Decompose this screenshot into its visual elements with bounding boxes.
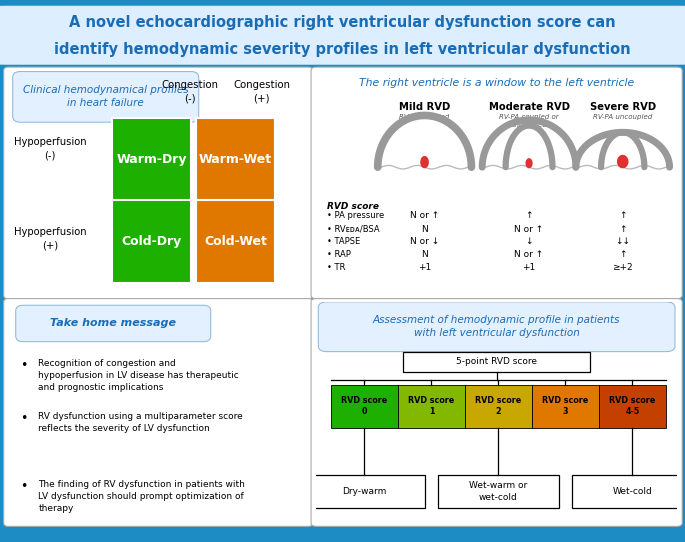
Text: Mild RVD: Mild RVD	[399, 102, 450, 112]
Text: Moderate RVD: Moderate RVD	[488, 102, 569, 112]
Text: • TR: • TR	[327, 263, 346, 273]
Text: Congestion: Congestion	[161, 80, 219, 90]
Polygon shape	[525, 158, 533, 169]
Text: +1: +1	[418, 263, 431, 273]
Text: (-): (-)	[184, 94, 195, 104]
Text: ↑: ↑	[619, 224, 627, 234]
Text: Cold-Wet: Cold-Wet	[204, 235, 267, 248]
Text: Congestion: Congestion	[234, 80, 290, 90]
Text: ↓↓: ↓↓	[615, 237, 630, 247]
FancyBboxPatch shape	[311, 299, 682, 526]
Polygon shape	[420, 156, 429, 169]
Text: N: N	[421, 250, 428, 260]
Bar	[438, 475, 559, 507]
Bar	[112, 200, 191, 283]
FancyBboxPatch shape	[311, 67, 682, 299]
Text: • TAPSE: • TAPSE	[327, 237, 360, 247]
Text: Wet-warm or
wet-cold: Wet-warm or wet-cold	[469, 481, 527, 501]
Text: RVD score
4-5: RVD score 4-5	[610, 396, 656, 416]
Text: A novel echocardiographic right ventricular dysfunction score can: A novel echocardiographic right ventricu…	[69, 15, 616, 30]
Text: N: N	[421, 224, 428, 234]
Text: RVD score
3: RVD score 3	[543, 396, 588, 416]
Bar	[196, 200, 275, 283]
Bar	[196, 118, 275, 201]
Text: (+): (+)	[253, 94, 270, 104]
Bar	[331, 385, 398, 428]
Text: RVD score
1: RVD score 1	[408, 396, 455, 416]
Text: Cold-Dry: Cold-Dry	[121, 235, 182, 248]
Bar	[398, 385, 465, 428]
Text: 5-point RVD score: 5-point RVD score	[456, 357, 537, 366]
Bar	[599, 385, 666, 428]
Text: N or ↑: N or ↑	[514, 224, 544, 234]
Text: • PA pressure: • PA pressure	[327, 211, 384, 220]
Text: Recognition of congestion and
hypoperfusion in LV disease has therapeutic
and pr: Recognition of congestion and hypoperfus…	[38, 359, 239, 392]
Text: •: •	[21, 412, 27, 425]
Text: +1: +1	[523, 263, 536, 273]
Text: RVD score
2: RVD score 2	[475, 396, 521, 416]
Text: Take home message: Take home message	[50, 318, 176, 328]
Text: • RAP: • RAP	[327, 250, 351, 260]
Text: The right ventricle is a window to the left ventricle: The right ventricle is a window to the l…	[359, 79, 634, 88]
Text: Dry-warm: Dry-warm	[342, 487, 386, 496]
Bar	[572, 475, 685, 507]
Text: RV dysfunction using a multiparameter score
reflects the severity of LV dysfunct: RV dysfunction using a multiparameter sc…	[38, 412, 243, 433]
Text: Assessment of hemodynamic profile in patients
with left ventricular dysfunction: Assessment of hemodynamic profile in pat…	[373, 314, 621, 338]
Text: RV-PA uncoupled: RV-PA uncoupled	[593, 114, 652, 120]
Text: ↓: ↓	[525, 237, 533, 247]
Bar	[465, 385, 532, 428]
Text: RV-PA coupled: RV-PA coupled	[399, 114, 449, 120]
Bar	[304, 475, 425, 507]
Text: N or ↑: N or ↑	[514, 250, 544, 260]
Text: identify hemodynamic severity profiles in left ventricular dysfunction: identify hemodynamic severity profiles i…	[54, 42, 631, 57]
FancyBboxPatch shape	[3, 299, 313, 526]
FancyBboxPatch shape	[16, 305, 211, 341]
Text: Warm-Wet: Warm-Wet	[199, 153, 272, 166]
Text: Hypoperfusion: Hypoperfusion	[14, 138, 86, 147]
FancyBboxPatch shape	[319, 302, 675, 352]
Text: Hypoperfusion: Hypoperfusion	[14, 228, 86, 237]
Text: Clinical hemodynamical profiles
in heart failure: Clinical hemodynamical profiles in heart…	[23, 85, 188, 108]
Text: • RVᴇᴅᴀ/BSA: • RVᴇᴅᴀ/BSA	[327, 224, 380, 234]
Text: ≥+2: ≥+2	[612, 263, 633, 273]
Polygon shape	[617, 155, 629, 169]
Text: Wet-cold: Wet-cold	[612, 487, 652, 496]
FancyBboxPatch shape	[0, 4, 685, 67]
Text: N or ↓: N or ↓	[410, 237, 439, 247]
Text: ↑: ↑	[525, 211, 533, 220]
Text: (-): (-)	[45, 151, 56, 161]
Text: ↑: ↑	[619, 250, 627, 260]
Text: RV-PA coupled or
uncoupled: RV-PA coupled or uncoupled	[499, 114, 559, 128]
Text: RVD score: RVD score	[327, 202, 379, 211]
Text: The finding of RV dysfunction in patients with
LV dysfunction should prompt opti: The finding of RV dysfunction in patient…	[38, 480, 245, 513]
FancyBboxPatch shape	[13, 72, 199, 122]
Text: N or ↑: N or ↑	[410, 211, 439, 220]
Text: ↑: ↑	[619, 211, 627, 220]
Text: Severe RVD: Severe RVD	[590, 102, 656, 112]
Text: Warm-Dry: Warm-Dry	[116, 153, 187, 166]
Text: •: •	[21, 359, 27, 372]
Text: (+): (+)	[42, 241, 58, 251]
FancyBboxPatch shape	[3, 67, 313, 299]
Text: •: •	[21, 480, 27, 493]
Bar	[112, 118, 191, 201]
Text: RVD score
0: RVD score 0	[341, 396, 388, 416]
Bar	[532, 385, 599, 428]
Bar	[403, 352, 590, 372]
